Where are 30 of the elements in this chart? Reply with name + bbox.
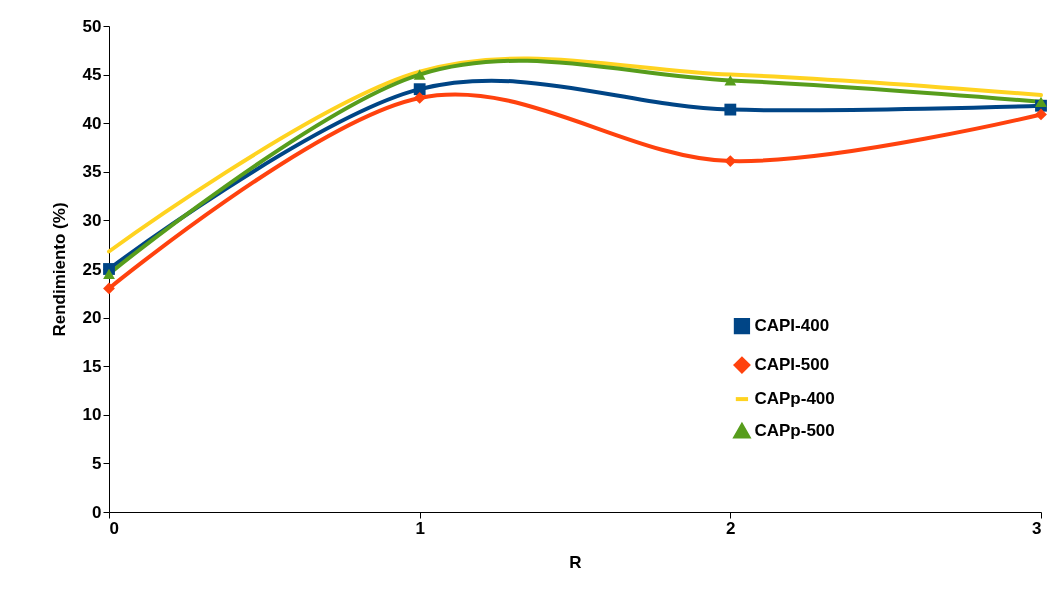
x-tick-label: 0 bbox=[109, 518, 119, 538]
point bbox=[724, 75, 737, 86]
legend-label: CAPp-500 bbox=[754, 421, 835, 441]
legend-label: CAPI-500 bbox=[754, 355, 830, 375]
y-tick-label: 15 bbox=[82, 356, 102, 376]
point bbox=[724, 103, 737, 116]
y-tick-label: 25 bbox=[82, 259, 102, 279]
x-tick-label: 2 bbox=[726, 518, 736, 538]
y-tick-label: 50 bbox=[82, 16, 102, 36]
legend-label: CAPI-400 bbox=[754, 316, 830, 336]
y-tick-label: 20 bbox=[82, 308, 102, 328]
point bbox=[1035, 96, 1047, 107]
x-tick-label: 1 bbox=[415, 518, 425, 538]
y-tick-label: 0 bbox=[92, 502, 102, 522]
y-tick-label: 45 bbox=[82, 65, 102, 85]
point bbox=[103, 282, 115, 295]
y-tick-label: 5 bbox=[92, 453, 102, 473]
point bbox=[413, 92, 426, 104]
y-tick-label: 10 bbox=[82, 405, 102, 425]
point bbox=[1035, 108, 1047, 121]
point bbox=[103, 268, 115, 279]
x-tick-label: 3 bbox=[1032, 518, 1042, 538]
y-axis-title: Rendimiento (%) bbox=[49, 202, 69, 337]
point bbox=[413, 69, 426, 80]
point bbox=[413, 83, 426, 96]
y-tick-label: 30 bbox=[82, 210, 102, 230]
legend-label: CAPp-400 bbox=[754, 389, 835, 409]
y-tick-label: 35 bbox=[82, 162, 102, 182]
y-tick-label: 40 bbox=[82, 113, 102, 133]
x-axis-title: R bbox=[569, 552, 582, 572]
